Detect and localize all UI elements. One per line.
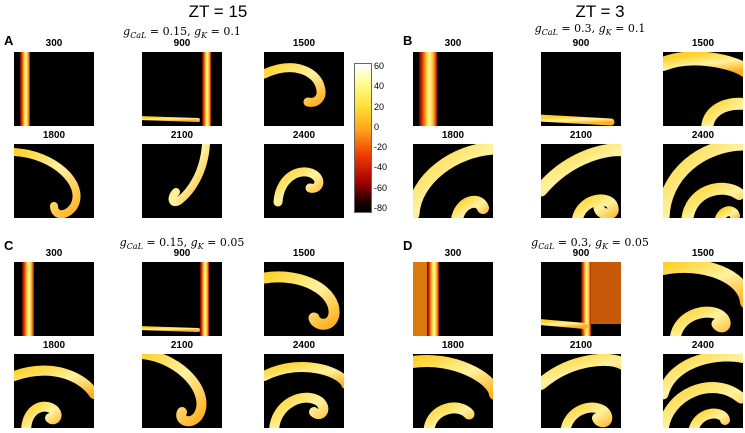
param-d: gCaL = 0.3, gK = 0.05 [531,236,649,252]
simulation-frame [663,354,743,428]
simulation-frame [413,354,493,428]
time-label: 300 [444,38,462,49]
title-zt15: ZT = 15 [188,2,248,21]
simulation-frame [541,354,621,428]
time-label: 300 [444,248,462,259]
simulation-frame [541,52,621,126]
time-label: 1500 [292,248,316,259]
time-label: 2400 [691,340,715,351]
colorbar-tick-label: -20 [374,142,388,153]
time-label: 1800 [42,340,66,351]
simulation-frame [14,354,94,428]
simulation-frame [413,262,493,336]
time-label: 900 [173,248,191,259]
time-label: 2100 [569,340,593,351]
param-c: gCaL = 0.15, gK = 0.05 [119,236,245,252]
time-label: 1800 [441,340,465,351]
simulation-frame [541,144,621,218]
time-label: 2400 [691,130,715,141]
time-label: 900 [572,248,590,259]
colorbar-tick-label: -40 [374,162,388,173]
panel-letter-d: D [403,238,413,253]
time-label: 2100 [170,340,194,351]
param-b: gCaL = 0.3, gK = 0.1 [534,22,646,38]
simulation-frame [413,52,493,126]
time-label: 1800 [441,130,465,141]
simulation-frame [142,144,222,218]
panel-letter-a: A [4,33,14,48]
time-label: 1500 [691,38,715,49]
colorbar-tick-label: 0 [374,121,380,132]
simulation-frame [663,144,743,218]
simulation-frame [663,262,743,336]
time-label: 1500 [292,38,316,49]
colorbar-tick-label: 40 [374,81,385,92]
time-label: 2100 [569,130,593,141]
simulation-frame [264,52,344,126]
panel-letter-c: C [4,238,14,253]
colorbar [354,63,372,213]
simulation-frame [663,52,743,126]
simulation-frame [14,144,94,218]
simulation-frame [264,262,344,336]
colorbar-tick-label: -60 [374,182,388,193]
simulation-frame [264,144,344,218]
simulation-frame [142,262,222,336]
param-a: gCaL = 0.15, gK = 0.1 [123,25,241,41]
time-label: 900 [572,38,590,49]
time-label: 300 [45,248,63,259]
panel-letter-b: B [403,33,413,48]
colorbar-tick-label: 60 [374,61,385,71]
simulation-frame [264,354,344,428]
simulation-frame [14,262,94,336]
simulation-frame [541,262,621,336]
time-label: 1800 [42,130,66,141]
colorbar-tick-label: -80 [374,203,388,213]
simulation-frame [142,52,222,126]
time-label: 1500 [691,248,715,259]
simulation-frame [14,52,94,126]
time-label: 2100 [170,130,194,141]
time-label: 300 [45,38,63,49]
time-label: 2400 [292,130,316,141]
time-label: 900 [173,38,191,49]
colorbar-tick-label: 20 [374,101,385,112]
simulation-frame [413,144,493,218]
simulation-frame [142,354,222,428]
title-zt3: ZT = 3 [575,2,625,21]
time-label: 2400 [292,340,316,351]
